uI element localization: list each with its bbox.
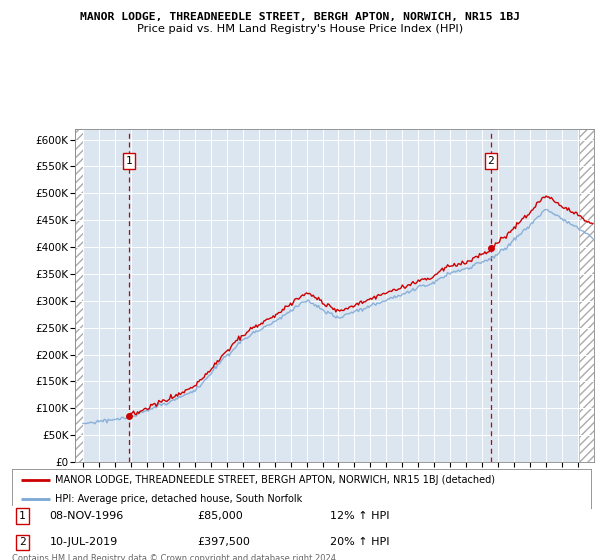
Text: 08-NOV-1996: 08-NOV-1996 <box>50 511 124 521</box>
Text: 12% ↑ HPI: 12% ↑ HPI <box>331 511 390 521</box>
Text: 20% ↑ HPI: 20% ↑ HPI <box>331 538 390 547</box>
Text: £85,000: £85,000 <box>197 511 243 521</box>
Text: 1: 1 <box>125 156 132 166</box>
Text: 2: 2 <box>19 538 26 547</box>
Text: 10-JUL-2019: 10-JUL-2019 <box>50 538 118 547</box>
Text: 2: 2 <box>487 156 494 166</box>
Text: 1: 1 <box>19 511 26 521</box>
Text: MANOR LODGE, THREADNEEDLE STREET, BERGH APTON, NORWICH, NR15 1BJ (detached): MANOR LODGE, THREADNEEDLE STREET, BERGH … <box>55 475 496 485</box>
Text: MANOR LODGE, THREADNEEDLE STREET, BERGH APTON, NORWICH, NR15 1BJ: MANOR LODGE, THREADNEEDLE STREET, BERGH … <box>80 12 520 22</box>
Text: Contains HM Land Registry data © Crown copyright and database right 2024.
This d: Contains HM Land Registry data © Crown c… <box>12 554 338 560</box>
Text: HPI: Average price, detached house, South Norfolk: HPI: Average price, detached house, Sout… <box>55 494 302 505</box>
Text: £397,500: £397,500 <box>197 538 250 547</box>
Text: Price paid vs. HM Land Registry's House Price Index (HPI): Price paid vs. HM Land Registry's House … <box>137 24 463 34</box>
